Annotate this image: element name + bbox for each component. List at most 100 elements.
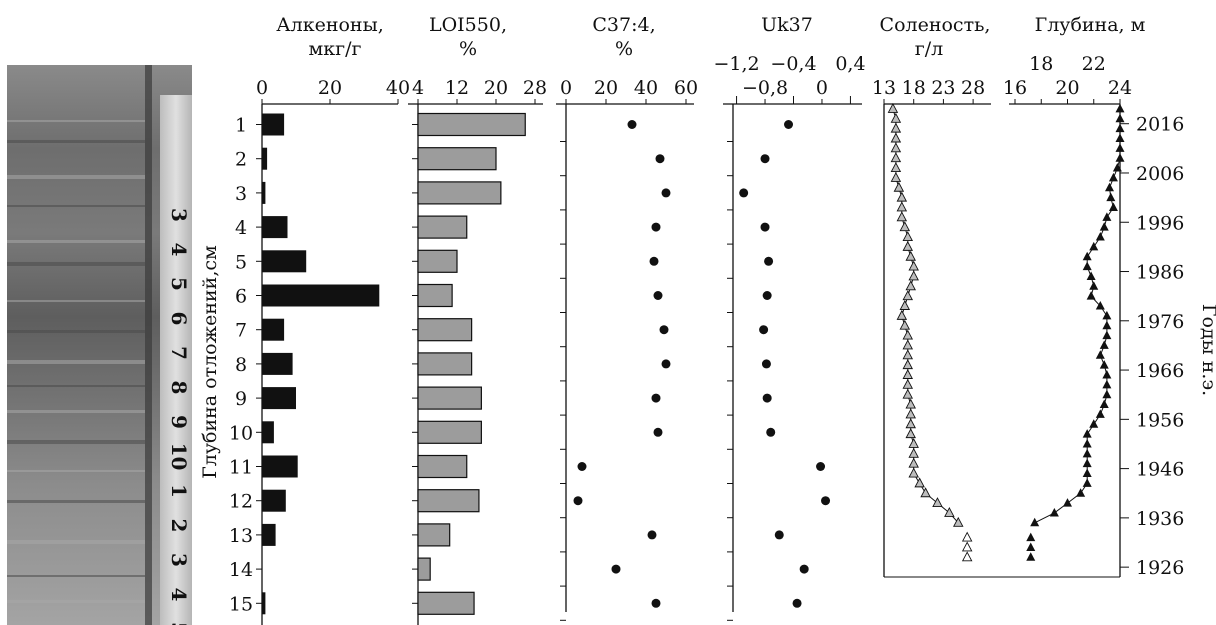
salinity-point xyxy=(902,378,914,389)
depth-tick-label: 3 xyxy=(235,183,247,205)
uk37-tick-label: −0,4 xyxy=(770,53,816,75)
salinity-point xyxy=(905,280,916,291)
salinity-point xyxy=(902,359,914,370)
tape-number: 3 xyxy=(167,553,191,567)
loi-tick-label: 28 xyxy=(523,77,547,99)
sediment-band xyxy=(7,240,145,243)
water-depth-tick-label: 16 xyxy=(1003,77,1027,99)
depth-tick-label: 5 xyxy=(235,251,247,273)
loi-bar xyxy=(417,420,482,444)
sediment-band xyxy=(7,140,145,143)
sediment-band xyxy=(7,500,145,503)
uk37-point xyxy=(792,598,802,608)
year-tick-label: 1926 xyxy=(1136,557,1184,579)
water-depth-point xyxy=(1115,113,1125,123)
c374-tick-label: 40 xyxy=(634,77,658,99)
water-depth-point xyxy=(1095,232,1105,241)
loi-bar xyxy=(417,489,480,513)
loi-bar xyxy=(417,386,482,410)
water-depth-point xyxy=(1105,182,1114,192)
sediment-core-photo: 3 4 5 6 7 8 9 10 1 2 3 4 5 xyxy=(7,65,192,625)
uk37-tick-label: −1,2 xyxy=(713,53,759,75)
alkenones-bar xyxy=(262,455,298,478)
water-depth-point xyxy=(1099,340,1109,349)
water-depth-point xyxy=(1095,350,1105,359)
salinity-point xyxy=(890,152,902,163)
salinity-point xyxy=(905,428,916,439)
c374-point xyxy=(651,598,661,608)
uk37-point xyxy=(759,325,769,335)
loi-bar xyxy=(417,318,473,342)
water-depth-tick-label: 18 xyxy=(1029,53,1053,75)
salinity-point xyxy=(908,467,919,478)
water-depth-point xyxy=(1086,291,1096,300)
uk37-point xyxy=(760,154,770,164)
loi-bar xyxy=(417,454,468,479)
c374-tick-label: 20 xyxy=(594,77,618,99)
alkenones-bar xyxy=(262,352,293,375)
sediment-band xyxy=(7,205,145,207)
salinity-point xyxy=(890,171,902,182)
water-depth-point xyxy=(1095,301,1105,310)
salinity-title: Соленость, xyxy=(880,14,991,36)
salinity-point xyxy=(908,438,919,448)
c374-point xyxy=(655,154,665,164)
c374-tick-label: 60 xyxy=(674,77,698,99)
c374-point xyxy=(573,496,583,506)
water-depth-point xyxy=(1026,532,1036,542)
salinity-point xyxy=(905,398,916,409)
water-depth-point xyxy=(1082,429,1092,438)
measuring-tape xyxy=(160,95,192,625)
water-depth-tick-label: 20 xyxy=(1055,77,1079,99)
depth-tick-label: 8 xyxy=(235,354,247,376)
y-axis-label: Глубина отложений,см xyxy=(199,245,221,479)
year-tick-label: 1986 xyxy=(1136,262,1184,284)
water-depth-point xyxy=(1112,163,1122,172)
year-tick-label: 2006 xyxy=(1136,163,1184,185)
loi-bar xyxy=(417,181,502,205)
depth-tick-label: 1 xyxy=(235,115,247,137)
tape-number: 3 xyxy=(167,208,191,222)
salinity-unit: г/л xyxy=(915,38,943,60)
tape-number: 7 xyxy=(167,346,191,360)
salinity-tick-label: 13 xyxy=(872,77,896,99)
salinity-tick-label: 23 xyxy=(931,77,955,99)
water-depth-point xyxy=(1102,389,1112,399)
c374-tick-label: 0 xyxy=(560,77,572,99)
salinity-point xyxy=(890,162,902,173)
water-depth-point xyxy=(1049,507,1059,517)
tape-number: 10 xyxy=(167,443,191,471)
water-depth-point xyxy=(1102,320,1112,330)
water-depth-point xyxy=(1115,123,1125,133)
c374-point xyxy=(627,120,637,129)
salinity-point xyxy=(914,477,925,488)
uk37-point xyxy=(762,393,772,403)
salinity-point xyxy=(902,329,914,340)
tape-numbers: 3 4 5 6 7 8 9 10 1 2 3 4 5 xyxy=(167,208,191,625)
sediment-bands xyxy=(7,120,145,603)
uk37-title: Uk37 xyxy=(761,14,813,36)
salinity-point xyxy=(896,309,908,320)
uk37-point xyxy=(766,427,776,437)
tape-number: 5 xyxy=(167,277,191,291)
depth-tick-label: 10 xyxy=(229,422,253,444)
salinity-point xyxy=(953,516,964,527)
sediment-band xyxy=(7,360,145,364)
salinity-point xyxy=(902,388,914,399)
loi-bar xyxy=(417,283,453,308)
uk37-point xyxy=(761,359,771,369)
water-depth-point xyxy=(1082,478,1092,487)
depth-tick-label: 2 xyxy=(235,149,247,171)
salinity-point xyxy=(905,250,916,261)
water-depth-point xyxy=(1115,103,1125,113)
salinity-point xyxy=(890,112,902,123)
uk37-point xyxy=(799,564,809,574)
water-depth-point xyxy=(1102,310,1112,320)
sediment-band xyxy=(7,575,145,577)
water-depth-point xyxy=(1082,261,1092,271)
water-depth-point xyxy=(1102,369,1112,379)
salinity-point xyxy=(908,270,919,281)
uk37-point xyxy=(784,120,794,129)
salinity-point xyxy=(890,132,902,143)
loi-tick-label: 4 xyxy=(412,77,424,99)
